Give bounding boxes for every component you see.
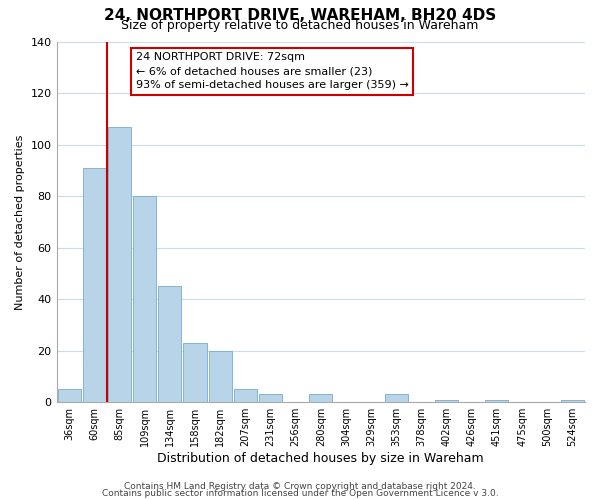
Text: Contains public sector information licensed under the Open Government Licence v : Contains public sector information licen…	[101, 489, 499, 498]
Bar	[209, 350, 232, 402]
Text: 24, NORTHPORT DRIVE, WAREHAM, BH20 4DS: 24, NORTHPORT DRIVE, WAREHAM, BH20 4DS	[104, 8, 496, 22]
Text: 24 NORTHPORT DRIVE: 72sqm
← 6% of detached houses are smaller (23)
93% of semi-d: 24 NORTHPORT DRIVE: 72sqm ← 6% of detach…	[136, 52, 409, 90]
Bar	[108, 126, 131, 402]
Bar	[385, 394, 408, 402]
Bar	[184, 343, 206, 402]
Y-axis label: Number of detached properties: Number of detached properties	[15, 134, 25, 310]
Bar	[561, 400, 584, 402]
Bar	[133, 196, 156, 402]
X-axis label: Distribution of detached houses by size in Wareham: Distribution of detached houses by size …	[157, 452, 484, 465]
Bar	[485, 400, 508, 402]
Bar	[309, 394, 332, 402]
Text: Contains HM Land Registry data © Crown copyright and database right 2024.: Contains HM Land Registry data © Crown c…	[124, 482, 476, 491]
Bar	[158, 286, 181, 402]
Bar	[83, 168, 106, 402]
Text: Size of property relative to detached houses in Wareham: Size of property relative to detached ho…	[121, 19, 479, 32]
Bar	[234, 390, 257, 402]
Bar	[259, 394, 282, 402]
Bar	[435, 400, 458, 402]
Bar	[58, 390, 80, 402]
